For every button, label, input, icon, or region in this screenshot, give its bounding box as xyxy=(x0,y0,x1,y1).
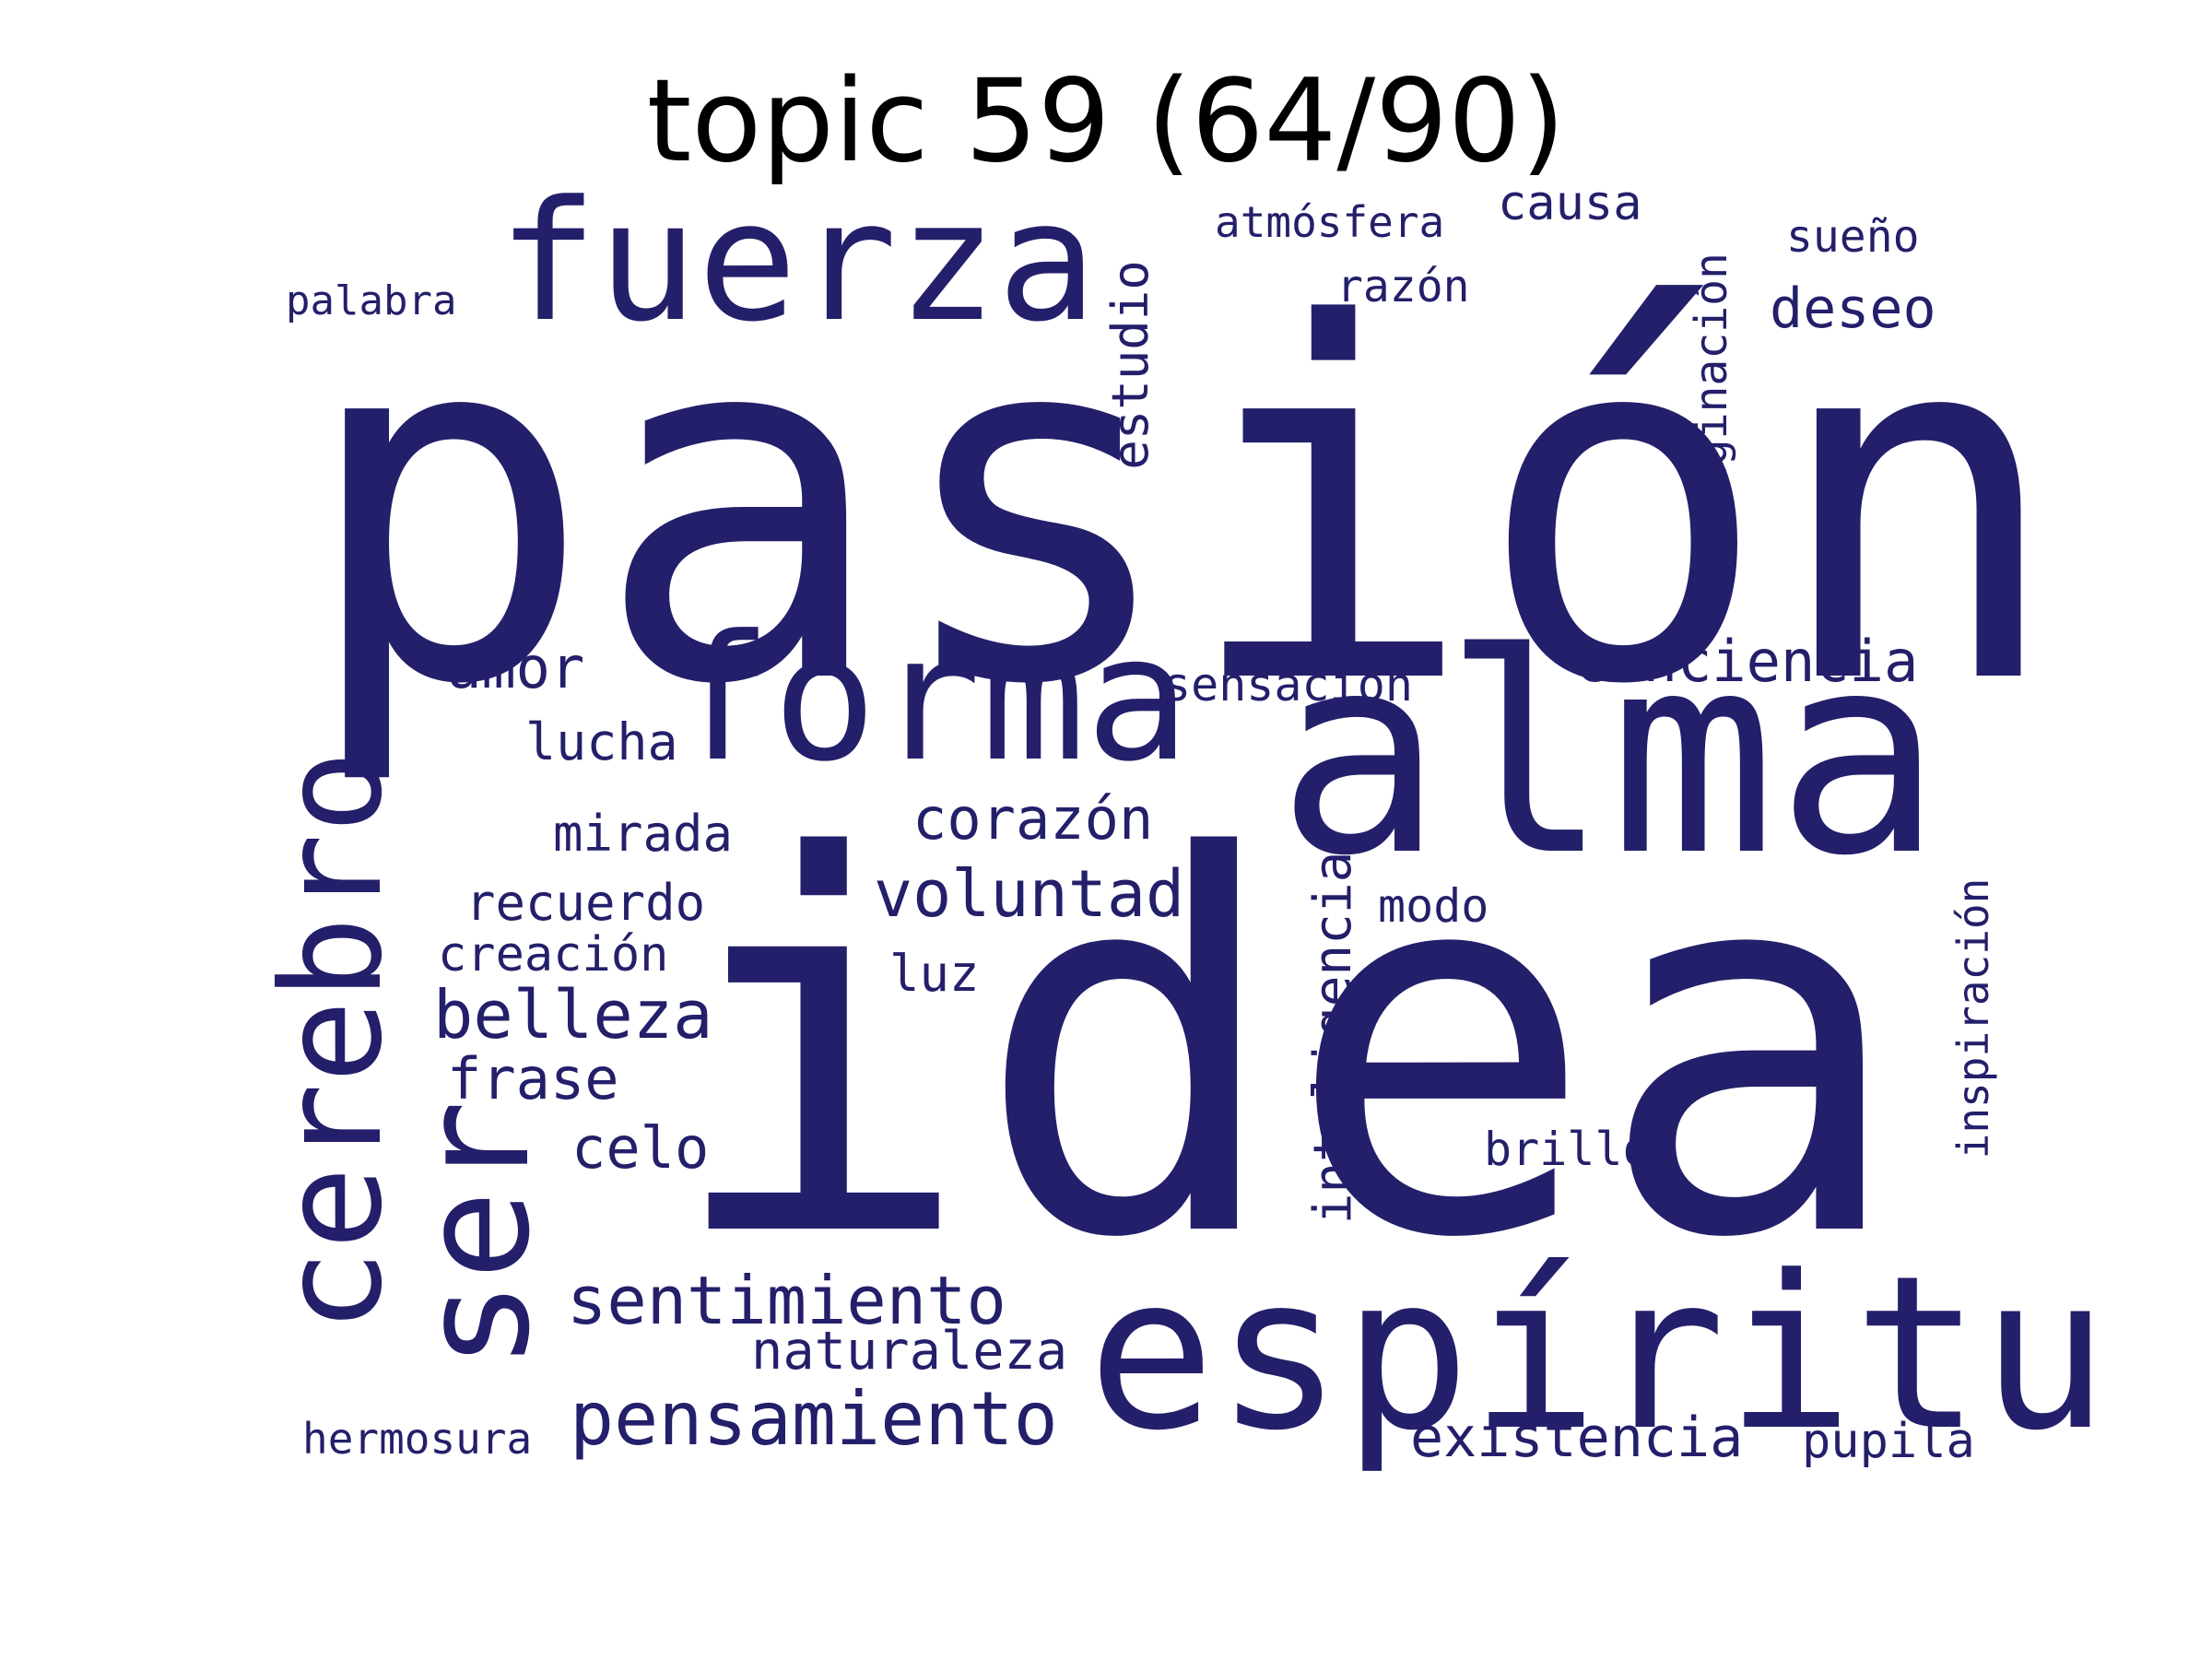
word-inteligencia: inteligencia xyxy=(1303,851,1363,1225)
word-palabra: palabra xyxy=(286,277,457,324)
word-imaginacion: imaginación xyxy=(1686,253,1737,546)
word-alma: alma xyxy=(1277,594,1943,916)
word-luz: luz xyxy=(889,945,980,1003)
word-recuerdo: recuerdo xyxy=(465,874,706,932)
word-frase: frase xyxy=(447,1045,619,1112)
word-sensacion: sensación xyxy=(1163,658,1413,712)
word-fuerza: fuerza xyxy=(498,166,1098,359)
word-brillo: brillo xyxy=(1484,1123,1651,1176)
word-amor: amor xyxy=(447,634,585,701)
word-lucha: lucha xyxy=(525,712,678,771)
word-voluntad: voluntad xyxy=(874,856,1185,932)
word-pensamiento: pensamiento xyxy=(570,1376,1058,1462)
word-pasion: pasión xyxy=(300,222,2065,791)
word-estudio: estudio xyxy=(1101,260,1159,470)
word-hermosura: hermosura xyxy=(302,1414,533,1464)
word-ser: ser xyxy=(390,1100,563,1371)
word-sueno: sueño xyxy=(1786,211,1920,263)
word-causa: causa xyxy=(1498,176,1642,231)
word-corazon: corazón xyxy=(912,785,1154,853)
word-espiritu: espíritu xyxy=(1088,1231,2109,1477)
word-conciencia: conciencia xyxy=(1574,628,1919,695)
chart-title: topic 59 (64/90) xyxy=(646,55,1566,188)
word-sentimiento: sentimiento xyxy=(567,1262,1006,1339)
word-cerebro: cerebro xyxy=(253,749,413,1334)
word-celo: celo xyxy=(571,1114,710,1182)
word-idea: idea xyxy=(664,750,1907,1351)
word-belleza: belleza xyxy=(433,976,713,1053)
word-atmosfera: atmósfera xyxy=(1215,197,1445,247)
word-razon: razón xyxy=(1336,261,1470,312)
word-inspiracion: inspiración xyxy=(1948,877,1998,1159)
word-existencia: existencia xyxy=(1410,1406,1744,1470)
word-mirada: mirada xyxy=(553,805,734,863)
word-modo: modo xyxy=(1378,879,1489,933)
word-deseo: deseo xyxy=(1770,276,1936,341)
word-pupila: pupila xyxy=(1802,1414,1975,1469)
word-forma: forma xyxy=(668,598,1190,800)
word-naturaleza: naturaleza xyxy=(751,1321,1068,1382)
word-creacion: creación xyxy=(438,927,669,982)
